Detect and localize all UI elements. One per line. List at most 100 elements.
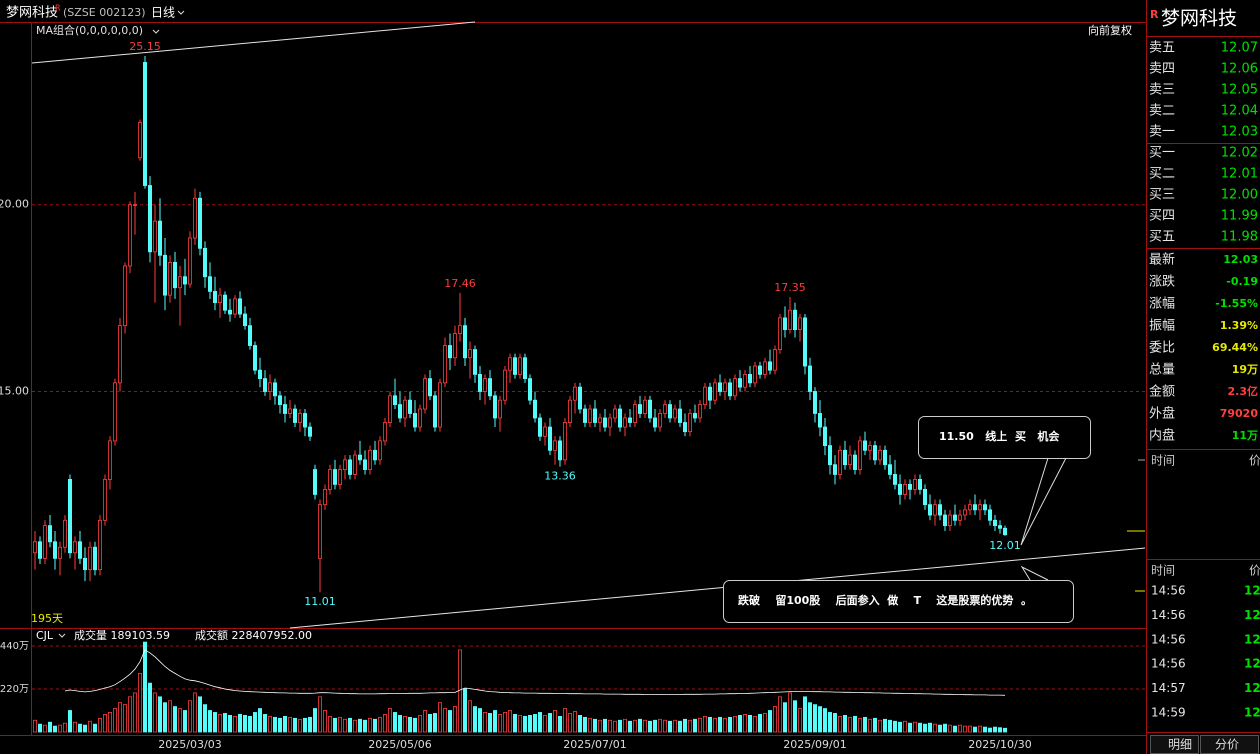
candle-body <box>823 426 828 447</box>
candle-body <box>167 261 172 296</box>
candle-body <box>137 122 142 159</box>
volume-bar <box>718 716 723 733</box>
dropdown-icon[interactable] <box>58 633 66 638</box>
quote-label: 振幅 <box>1149 319 1175 334</box>
candle-body <box>412 413 417 428</box>
candle-body <box>858 440 863 470</box>
candle-body <box>533 399 538 419</box>
candle-body <box>252 345 257 371</box>
candle-body <box>788 309 793 330</box>
dropdown-icon[interactable] <box>177 10 185 15</box>
adjust-mode[interactable]: 向前复权 <box>1088 23 1132 37</box>
volume-bar <box>452 706 457 733</box>
candle-body <box>928 504 933 516</box>
volume-title[interactable]: CJL <box>36 629 54 642</box>
candle-body <box>113 382 118 442</box>
candle-body <box>322 488 327 506</box>
quote-label: 卖四 <box>1149 62 1175 77</box>
quote-label: 买五 <box>1149 230 1175 245</box>
volume-bar <box>507 710 512 733</box>
volume-bar <box>678 720 683 733</box>
volume-bar <box>953 725 958 733</box>
candle-body <box>918 479 923 490</box>
candle-body <box>683 422 688 433</box>
candle-body <box>327 469 332 490</box>
candle-body <box>347 459 352 475</box>
trade-time: 14:56 <box>1151 608 1186 622</box>
tab-label[interactable]: 分价 <box>1215 738 1239 752</box>
trade-time: 14:56 <box>1151 584 1186 598</box>
volume-bar <box>192 692 197 733</box>
x-tick-label: 2025/05/06 <box>368 738 431 751</box>
volume-bar <box>628 720 633 733</box>
candle-body <box>723 382 728 392</box>
volume-bar <box>923 723 928 733</box>
volume-bar <box>793 700 798 733</box>
volume-bar <box>743 714 748 733</box>
quote-value: 12.03 <box>1223 253 1258 266</box>
volume-bar <box>462 688 467 733</box>
candle-body <box>608 417 613 428</box>
candle-body <box>698 404 703 419</box>
candle-body <box>452 333 457 359</box>
volume-bar <box>623 718 628 733</box>
volume-bar <box>232 715 237 733</box>
volume-bar <box>883 718 888 733</box>
candle-body <box>878 449 883 461</box>
volume-bar <box>558 715 563 733</box>
quote-label: 涨幅 <box>1149 297 1175 312</box>
candle-body <box>337 469 342 485</box>
callout <box>1020 457 1067 546</box>
annotation-text: 11.50 线上 买 机会 <box>939 429 1060 443</box>
candle-body <box>898 483 903 495</box>
candle-body <box>58 546 63 559</box>
candle-body <box>583 408 588 423</box>
quote-value: 12.01 <box>1221 167 1258 182</box>
volume-bar <box>397 714 402 733</box>
volume-bar <box>162 702 167 733</box>
volume-bar <box>698 717 703 733</box>
volume-bar <box>593 718 598 733</box>
candle-body <box>487 378 492 397</box>
volume-bar <box>748 714 753 733</box>
volume-bar <box>588 717 593 733</box>
period-selector[interactable]: 日线 <box>151 6 175 20</box>
volume-bar <box>983 726 988 733</box>
candle-body <box>783 317 788 330</box>
volume-bar <box>633 719 638 733</box>
candle-body <box>103 479 108 521</box>
candle-body <box>297 413 302 423</box>
volume-bar <box>688 719 693 733</box>
volume-bar <box>823 708 828 733</box>
volume-bar <box>287 716 292 733</box>
volume-bar <box>142 641 147 733</box>
volume-bar <box>908 722 913 733</box>
quote-label: 卖五 <box>1149 41 1175 56</box>
candle-body <box>232 298 237 315</box>
candle-body <box>973 504 978 511</box>
ma-legend[interactable]: MA组合(0,0,0,0,0,0) <box>36 23 143 37</box>
tab-label[interactable]: 明细 <box>1168 738 1192 752</box>
candle-body <box>442 345 447 384</box>
dropdown-icon[interactable] <box>152 29 160 34</box>
extreme-label: 25.15 <box>129 40 161 53</box>
volume-bar <box>513 714 518 733</box>
quote-value: 2.3亿 <box>1228 384 1259 398</box>
volume-bar <box>573 711 578 733</box>
volume-bar <box>212 712 217 733</box>
candle-body <box>963 509 968 516</box>
volume-bar <box>893 720 898 733</box>
candle-body <box>543 426 548 437</box>
volume-bar <box>63 722 68 733</box>
volume-bar <box>608 719 613 733</box>
candle-body <box>342 459 347 470</box>
candle-body <box>247 325 252 346</box>
volume-bar <box>242 714 247 733</box>
candle-body <box>578 386 583 410</box>
volume-bar <box>808 702 813 733</box>
candle-body <box>142 62 147 186</box>
volume-bar <box>167 700 172 733</box>
candle-body <box>482 378 487 392</box>
volume-bar <box>277 717 282 733</box>
volume-bar <box>83 724 88 733</box>
